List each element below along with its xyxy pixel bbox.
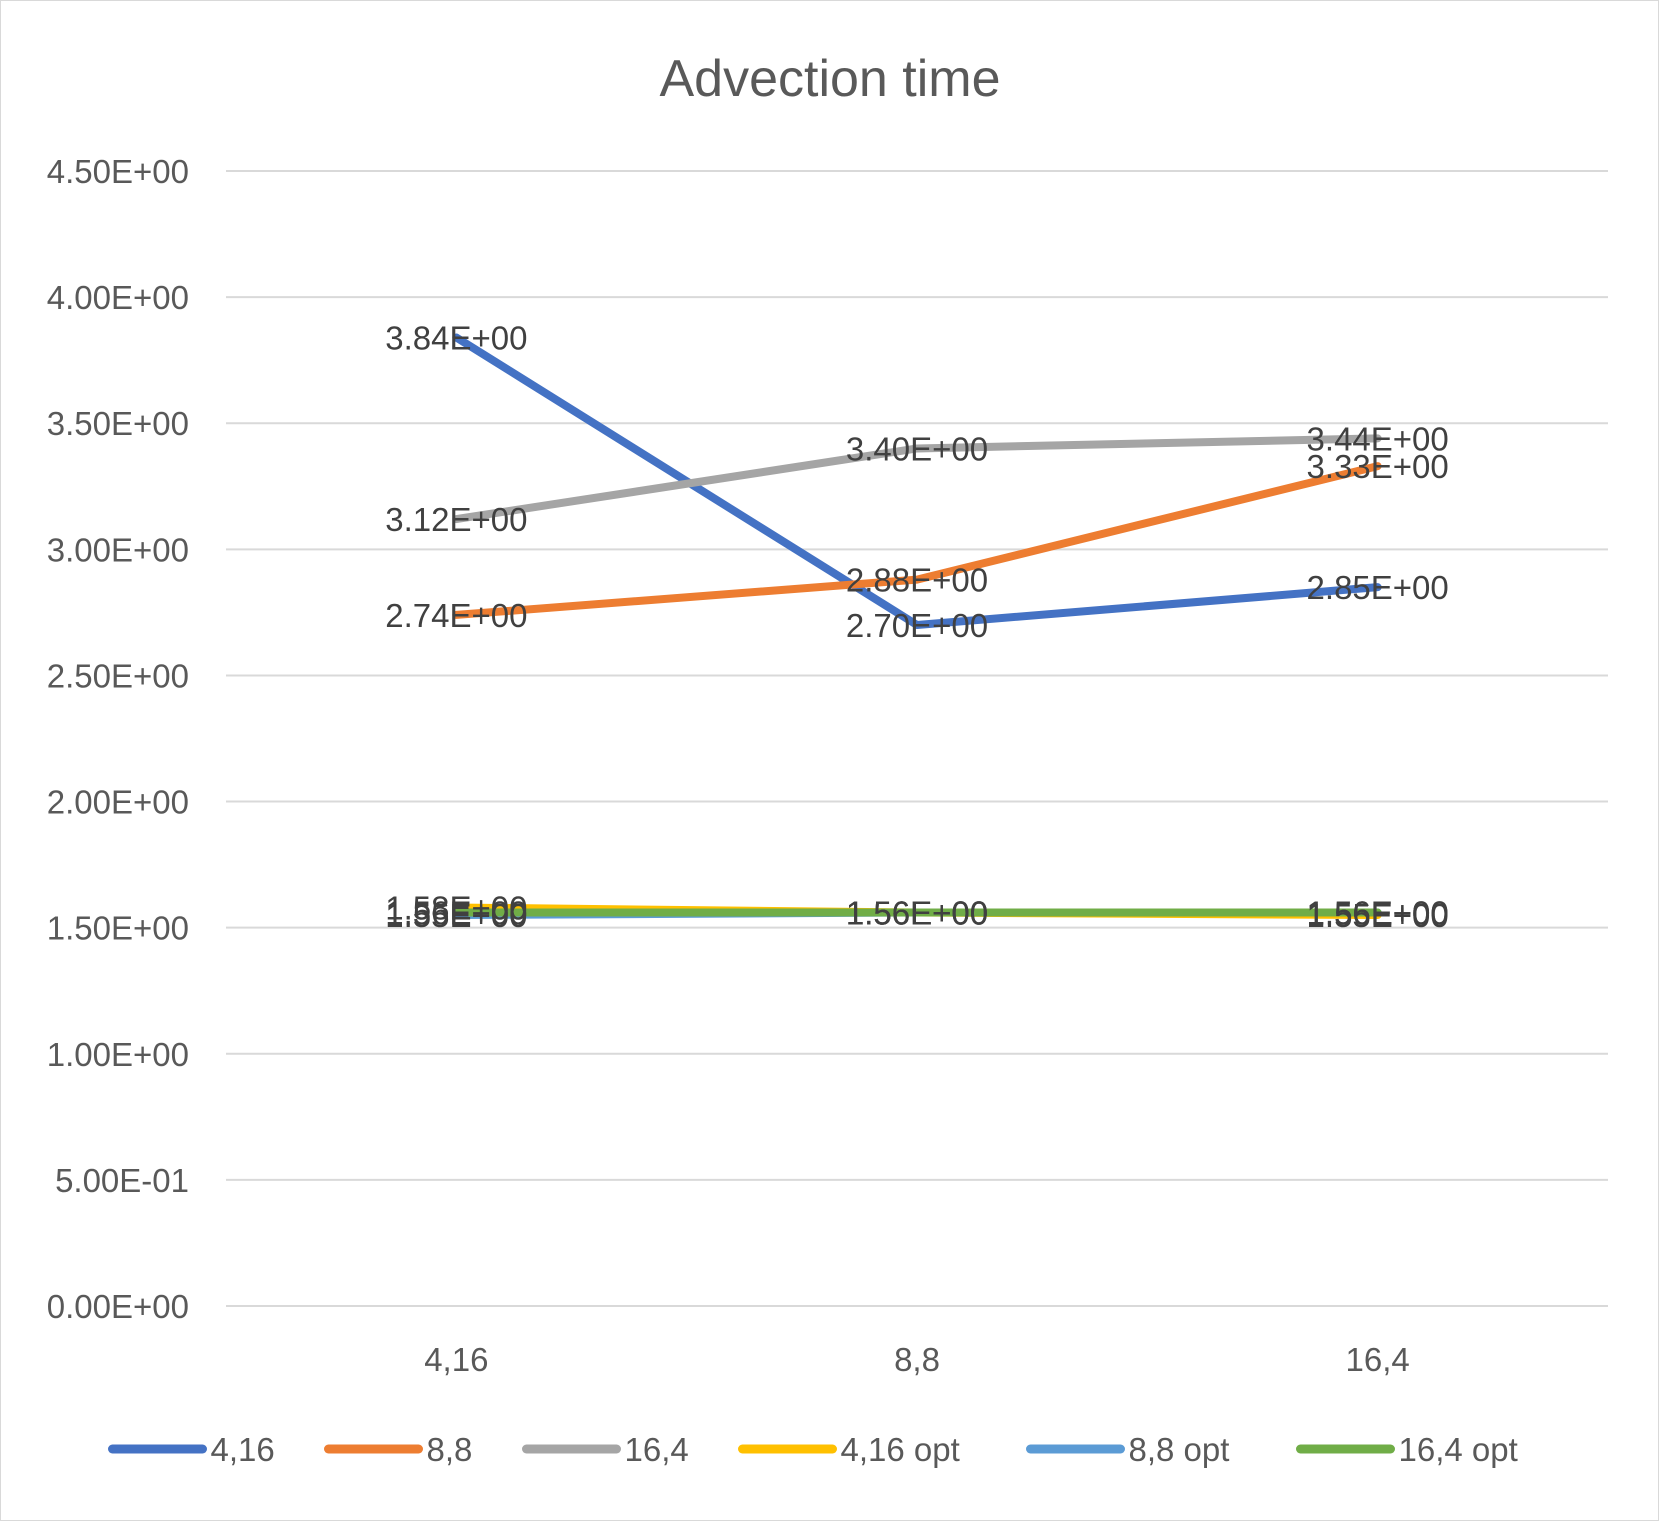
data-label: 1.56E+00 xyxy=(846,895,988,932)
y-axis: 0.00E+00 5.00E-01 1.00E+00 1.50E+00 2.00E+00… xyxy=(47,153,189,1325)
data-label: 1.56E+00 xyxy=(846,895,988,932)
data-label: 3.12E+00 xyxy=(385,501,527,538)
y-tick-label: 4.00E+00 xyxy=(47,279,189,316)
data-label: 1.56E+00 xyxy=(1307,895,1449,932)
legend-label: 4,16 xyxy=(211,1431,275,1468)
data-label: 1.58E+00 xyxy=(385,889,527,926)
data-label: 2.88E+00 xyxy=(846,562,988,599)
data-label: 1.56E+00 xyxy=(846,895,988,932)
data-label: 1.55E+00 xyxy=(1307,897,1449,934)
y-tick-label: 3.00E+00 xyxy=(47,531,189,568)
y-tick-label: 4.50E+00 xyxy=(47,153,189,190)
series-line xyxy=(452,333,1382,629)
legend-label: 16,4 xyxy=(625,1431,689,1468)
y-tick-label: 0.00E+00 xyxy=(47,1288,189,1325)
legend: 4,16 8,8 16,4 4,16 opt 8,8 opt 16,4 opt xyxy=(108,1431,1518,1468)
series-line xyxy=(452,434,1382,524)
y-tick-label: 3.50E+00 xyxy=(47,405,189,442)
y-tick-label: 1.00E+00 xyxy=(47,1036,189,1073)
data-label: 1.56E+00 xyxy=(385,895,527,932)
legend-item: 16,4 xyxy=(522,1431,689,1468)
data-label: 2.70E+00 xyxy=(846,607,988,644)
y-tick-label: 2.50E+00 xyxy=(47,657,189,694)
legend-item: 16,4 opt xyxy=(1296,1431,1518,1468)
data-label: 3.84E+00 xyxy=(385,319,527,356)
data-labels: 3.84E+00 2.70E+00 2.85E+00 2.74E+00 2.88E+00… xyxy=(385,319,1449,934)
gridlines xyxy=(226,170,1608,1307)
legend-item: 4,16 xyxy=(108,1431,275,1468)
legend-label: 8,8 xyxy=(427,1431,473,1468)
legend-item: 8,8 xyxy=(324,1431,473,1468)
x-tick-label: 4,16 xyxy=(424,1341,488,1378)
data-label: 2.74E+00 xyxy=(385,597,527,634)
y-tick-label: 1.50E+00 xyxy=(47,910,189,947)
data-label: 3.40E+00 xyxy=(846,430,988,467)
data-label: 3.33E+00 xyxy=(1307,448,1449,485)
x-tick-label: 16,4 xyxy=(1346,1341,1410,1378)
legend-item: 8,8 opt xyxy=(1026,1431,1230,1468)
data-label: 2.85E+00 xyxy=(1307,569,1449,606)
data-label: 1.56E+00 xyxy=(1307,895,1449,932)
data-label: 3.44E+00 xyxy=(1307,420,1449,457)
legend-item: 4,16 opt xyxy=(738,1431,960,1468)
legend-label: 8,8 opt xyxy=(1129,1431,1230,1468)
chart-title: Advection time xyxy=(659,50,1000,108)
y-tick-label: 5.00E-01 xyxy=(55,1162,189,1199)
series-lines xyxy=(452,333,1382,920)
legend-label: 16,4 opt xyxy=(1399,1431,1518,1468)
legend-label: 4,16 opt xyxy=(841,1431,960,1468)
x-axis: 4,16 8,8 16,4 xyxy=(424,1341,1410,1378)
x-tick-label: 8,8 xyxy=(894,1341,940,1378)
series-line xyxy=(452,462,1382,619)
y-tick-label: 2.00E+00 xyxy=(47,784,189,821)
data-label: 1.55E+00 xyxy=(385,897,527,934)
